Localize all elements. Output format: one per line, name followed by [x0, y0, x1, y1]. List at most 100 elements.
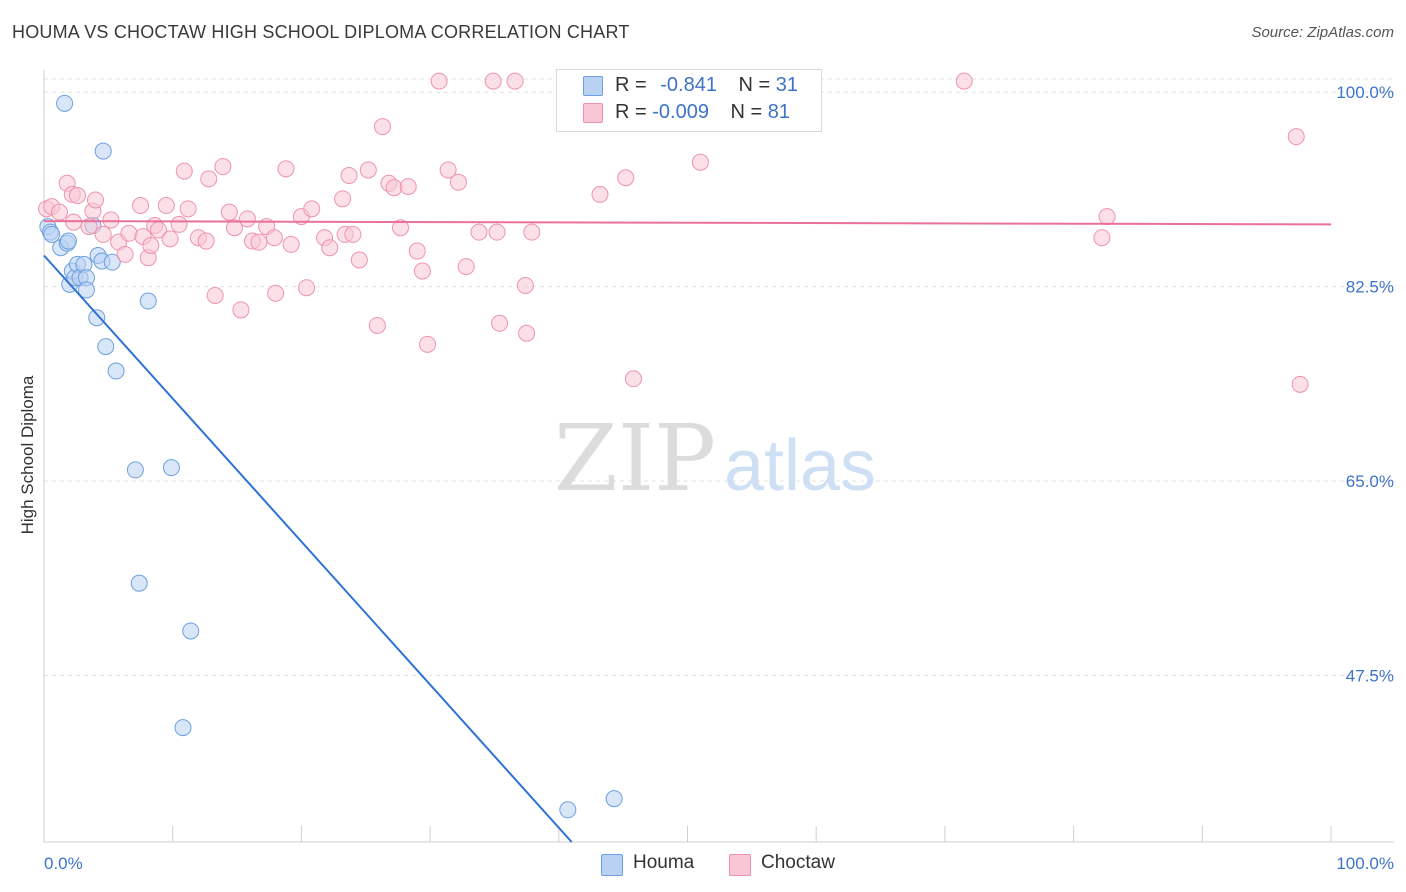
choctaw-point-30 — [214, 158, 232, 176]
y-tick-label-2: 65.0% — [1346, 472, 1394, 491]
houma-n-label: N = — [738, 74, 776, 96]
series-legend: Houma Choctaw — [0, 852, 1406, 876]
choctaw-point-22 — [161, 230, 179, 248]
houma-legend-swatch — [601, 854, 623, 876]
choctaw-point-64 — [449, 173, 467, 191]
choctaw-point-74 — [591, 185, 609, 203]
choctaw-point-2 — [50, 203, 68, 221]
choctaw-point-62 — [430, 72, 448, 90]
houma-point-19 — [94, 142, 112, 160]
houma-swatch — [583, 76, 603, 96]
houma-points — [39, 94, 623, 819]
x-tick-label-max: 100.0% — [1336, 854, 1394, 873]
choctaw-point-34 — [238, 210, 256, 228]
choctaw-point-4 — [65, 213, 83, 231]
choctaw-legend-label: Choctaw — [761, 852, 835, 873]
choctaw-point-61 — [419, 335, 437, 353]
houma-point-14 — [77, 281, 95, 299]
choctaw-point-27 — [197, 232, 215, 250]
choctaw-point-76 — [624, 370, 642, 388]
houma-r-value: -0.841 — [660, 74, 717, 96]
houma-point-30 — [605, 790, 623, 808]
choctaw-point-25 — [179, 200, 197, 218]
choctaw-point-15 — [132, 197, 150, 215]
choctaw-legend-swatch — [729, 854, 751, 876]
choctaw-point-13 — [116, 245, 134, 263]
choctaw-n-value: 81 — [767, 101, 791, 123]
choctaw-point-51 — [350, 251, 368, 269]
axis-tick-labels: 100.0% 82.5% 65.0% 47.5% 0.0% 100.0% — [44, 83, 1394, 873]
houma-point-29 — [559, 801, 577, 819]
choctaw-point-81 — [1287, 128, 1305, 146]
choctaw-r-value: -0.009 — [652, 101, 709, 123]
trend-lines — [43, 220, 1332, 843]
choctaw-points — [38, 72, 1309, 393]
choctaw-point-69 — [491, 314, 509, 332]
y-tick-label-1: 82.5% — [1346, 278, 1394, 297]
choctaw-point-10 — [94, 225, 112, 243]
houma-point-24 — [126, 461, 144, 479]
x-tick-label-min: 0.0% — [44, 854, 83, 873]
choctaw-point-60 — [413, 262, 431, 280]
houma-point-20 — [97, 338, 115, 356]
choctaw-point-11 — [102, 211, 120, 229]
choctaw-point-73 — [518, 324, 536, 342]
choctaw-point-9 — [86, 191, 104, 209]
choctaw-point-14 — [120, 224, 138, 242]
choctaw-point-41 — [282, 235, 300, 253]
choctaw-point-6 — [68, 187, 86, 205]
choctaw-point-75 — [617, 169, 635, 187]
choctaw-point-44 — [303, 200, 321, 218]
choctaw-point-39 — [267, 284, 285, 302]
choctaw-point-77 — [691, 153, 709, 171]
choctaw-point-18 — [142, 237, 160, 255]
choctaw-n-label: N = — [730, 101, 768, 123]
choctaw-trend-line — [43, 220, 1332, 226]
choctaw-point-78 — [955, 72, 973, 90]
choctaw-point-47 — [334, 190, 352, 208]
houma-point-21 — [103, 253, 121, 271]
choctaw-point-82 — [1291, 375, 1309, 393]
choctaw-point-29 — [206, 286, 224, 304]
choctaw-point-28 — [200, 170, 218, 188]
watermark-zip: ZIP — [554, 405, 716, 512]
houma-point-25 — [162, 459, 180, 477]
houma-point-26 — [130, 574, 148, 592]
x-axis-ticks — [43, 70, 1394, 843]
houma-point-27 — [182, 622, 200, 640]
houma-legend-label: Houma — [633, 852, 695, 873]
choctaw-point-63 — [439, 161, 457, 179]
y-tick-label-3: 47.5% — [1346, 666, 1394, 685]
choctaw-point-43 — [298, 279, 316, 297]
choctaw-point-38 — [265, 229, 283, 247]
houma-n-value: 31 — [775, 74, 799, 96]
choctaw-point-68 — [488, 223, 506, 241]
gridlines — [44, 78, 1394, 676]
houma-point-28 — [174, 719, 192, 737]
choctaw-point-52 — [359, 161, 377, 179]
stats-legend: R = -0.841 N = 31 R = -0.009 N = 81 — [556, 69, 822, 132]
choctaw-point-49 — [340, 167, 358, 185]
houma-trend-line — [43, 254, 573, 843]
source-label: Source: ZipAtlas.com — [1251, 24, 1394, 41]
choctaw-point-59 — [408, 242, 426, 260]
y-tick-label-0: 100.0% — [1336, 83, 1394, 102]
choctaw-swatch — [583, 103, 603, 123]
choctaw-point-36 — [250, 233, 268, 251]
choctaw-point-70 — [506, 72, 524, 90]
choctaw-point-32 — [225, 219, 243, 237]
choctaw-point-66 — [470, 223, 488, 241]
choctaw-point-80 — [1098, 208, 1116, 226]
choctaw-point-58 — [399, 178, 417, 196]
choctaw-point-54 — [373, 118, 391, 136]
choctaw-point-24 — [175, 162, 193, 180]
choctaw-point-46 — [321, 239, 339, 257]
choctaw-point-57 — [391, 219, 409, 237]
watermark-atlas: atlas — [724, 426, 876, 506]
choctaw-point-50 — [344, 225, 362, 243]
choctaw-point-31 — [220, 203, 238, 221]
choctaw-point-33 — [232, 301, 250, 319]
choctaw-point-40 — [277, 160, 295, 178]
choctaw-point-21 — [157, 197, 175, 215]
